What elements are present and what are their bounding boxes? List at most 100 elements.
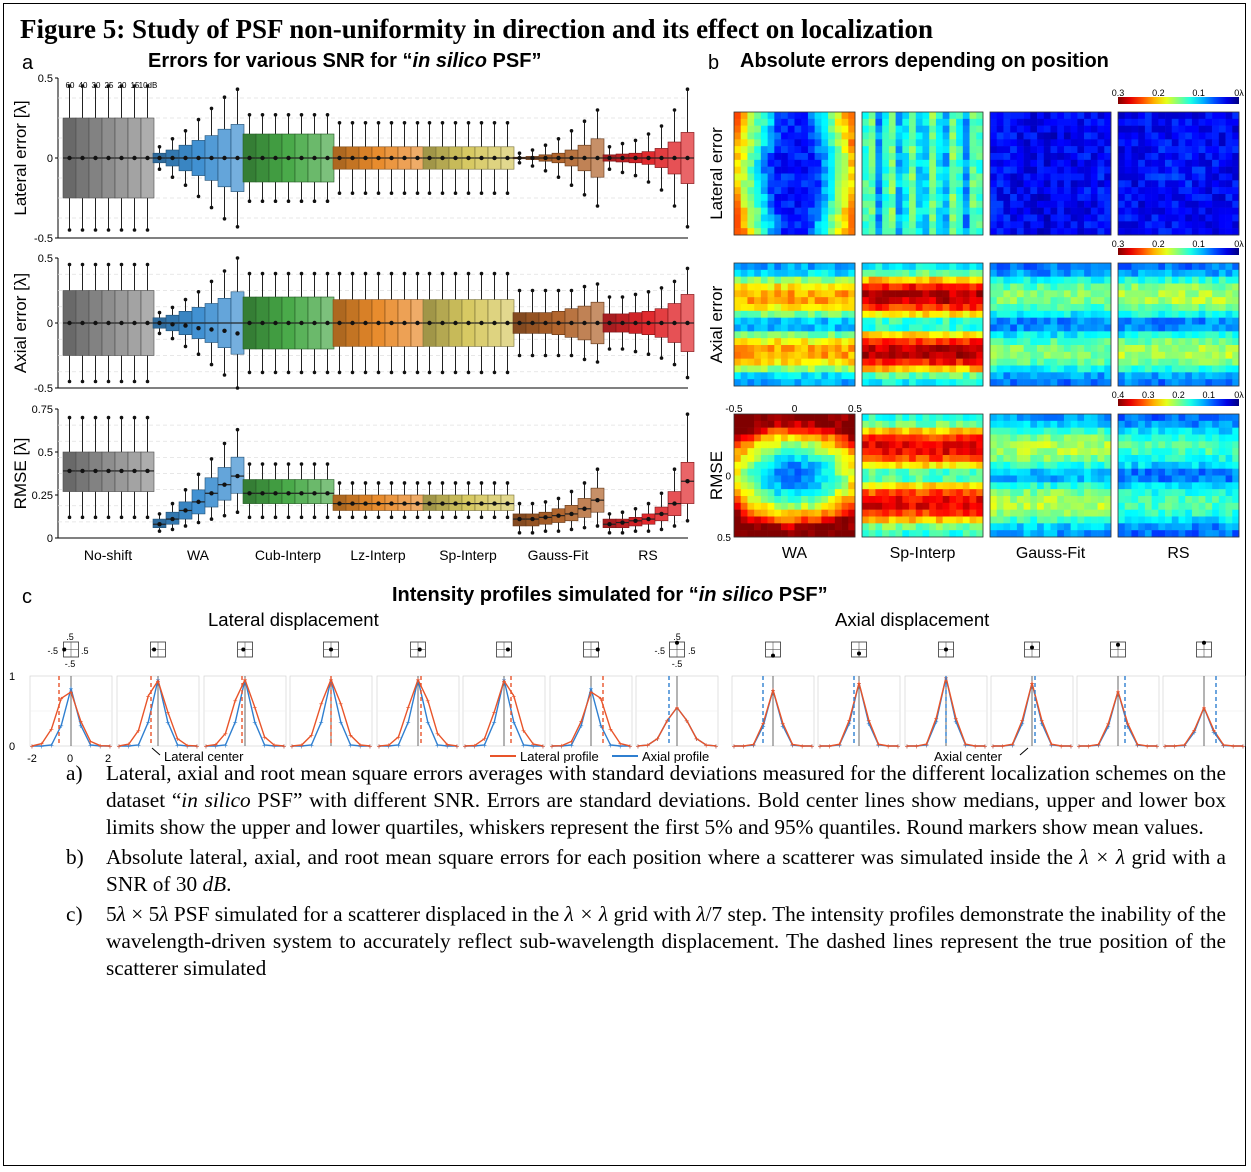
heatmap-cell (1178, 283, 1186, 291)
heatmap-cell (915, 441, 923, 449)
whisker-cap (376, 481, 381, 485)
heatmap-cell (1191, 468, 1199, 476)
heatmap-cell (1030, 139, 1038, 147)
heatmap-cell (834, 112, 842, 120)
heatmap-col-label: Sp-Interp (890, 545, 956, 562)
heatmap-cell (754, 358, 762, 366)
heatmap-cell (781, 345, 789, 353)
heatmap-cell (814, 461, 822, 469)
heatmap-cell (1198, 283, 1206, 291)
heatmap-cell (1118, 207, 1126, 215)
heatmap-cell (1077, 434, 1085, 442)
whisker-cap (80, 228, 85, 232)
heatmap-cell (1131, 112, 1139, 120)
heatmap-cell (794, 304, 802, 312)
heatmap-cell (787, 276, 795, 284)
mean-marker (235, 331, 240, 336)
heatmap-cell (1023, 414, 1031, 422)
heatmap-cell (1077, 180, 1085, 188)
heatmap-cell (895, 345, 903, 353)
heatmap-cell (1218, 194, 1226, 202)
heatmap-cell (767, 468, 775, 476)
heatmap-cell (848, 283, 856, 291)
heatmap-cell (868, 118, 876, 126)
heatmap-cell (1003, 263, 1011, 271)
heatmap-cell (1144, 290, 1152, 298)
heatmap-cell (814, 379, 822, 387)
whisker-cap (235, 386, 240, 390)
heatmap-cell (1205, 139, 1213, 147)
heatmap-cell (922, 214, 930, 222)
heatmap-cell (1003, 125, 1011, 133)
heatmap-cell (1138, 338, 1146, 346)
heatmap-cell (1063, 379, 1071, 387)
heatmap-cell (969, 475, 977, 483)
heatmap-cell (1037, 146, 1045, 154)
heatmap-cell (774, 269, 782, 277)
heatmap-cell (1232, 455, 1240, 463)
heatmap-cell (1218, 414, 1226, 422)
heatmap-cell (888, 427, 896, 435)
heatmap-cell (1063, 194, 1071, 202)
heatmap-cell (1205, 200, 1213, 208)
heatmap-cell (1124, 434, 1132, 442)
heatmap-cell (969, 221, 977, 229)
heatmap-cell (1144, 276, 1152, 284)
heatmap-cell (909, 290, 917, 298)
whisker-cap (672, 524, 677, 528)
heatmap-cell (1023, 310, 1031, 318)
heatmap-cell (814, 139, 822, 147)
axial-profile-curve-marker: + (108, 742, 113, 751)
heatmap-cell (1144, 530, 1152, 538)
whisker-cap (222, 373, 227, 377)
heatmap-cell (1023, 187, 1031, 195)
whisker-cap (685, 266, 690, 271)
heatmap-cell (740, 331, 748, 339)
heatmap-cell (1124, 263, 1132, 271)
heatmap-cell (868, 468, 876, 476)
heatmap-cell (1185, 448, 1193, 456)
heatmap-cell (848, 502, 856, 510)
heatmap-cell (929, 489, 937, 497)
heatmap-cell (754, 228, 762, 236)
heatmap-cell (828, 365, 836, 373)
whisker-cap (157, 512, 162, 516)
whisker-cap (672, 108, 677, 112)
heatmap-cell (1124, 304, 1132, 312)
whisker-cap (389, 191, 394, 195)
heatmap-cell (1124, 358, 1132, 366)
x-category-label: No-shift (84, 547, 132, 563)
heatmap-cell (929, 290, 937, 298)
heatmap-cell (787, 194, 795, 202)
whisker-cap (312, 370, 317, 375)
heatmap-cell (794, 269, 802, 277)
heatmap-cell (969, 345, 977, 353)
mean-marker (453, 320, 458, 326)
heatmap-cell (807, 475, 815, 483)
heatmap-cell (875, 351, 883, 359)
heatmap-cell (929, 125, 937, 133)
heatmap-cell (1225, 530, 1233, 538)
heatmap-cell (949, 489, 957, 497)
heatmap-cell (1191, 482, 1199, 490)
heatmap-cell (781, 427, 789, 435)
heatmap-cell (929, 297, 937, 305)
heatmap-cell (1090, 139, 1098, 147)
heatmap-cell (1178, 372, 1186, 380)
heatmap-cell (895, 283, 903, 291)
mean-marker (337, 501, 342, 506)
heatmap-cell (1191, 379, 1199, 387)
heatmap-cell (807, 502, 815, 510)
heatmap-cell (962, 132, 970, 140)
heatmap-cell (1084, 489, 1092, 497)
heatmap-cell (1090, 455, 1098, 463)
heatmap-cell (828, 159, 836, 167)
heatmap-cell (1050, 317, 1058, 325)
heatmap-cell (1050, 159, 1058, 167)
heatmap-cell (1003, 475, 1011, 483)
heatmap-cell (1090, 427, 1098, 435)
heatmap-cell (1037, 180, 1045, 188)
heatmap-cell (1104, 509, 1112, 517)
heatmap-cell (1016, 112, 1024, 120)
heatmap-cell (801, 338, 809, 346)
